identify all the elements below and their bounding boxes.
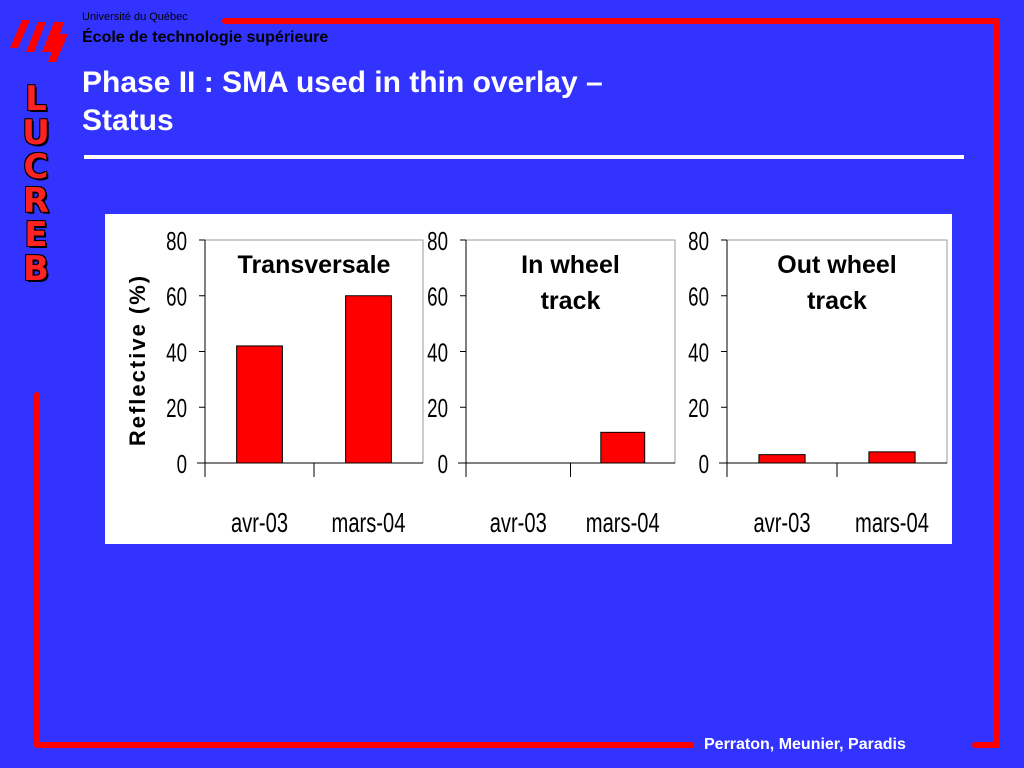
bar (345, 295, 392, 464)
frame-left-border (34, 392, 40, 748)
slide-title-line-2: Status (82, 104, 174, 137)
lucreb-letter: L (25, 79, 47, 119)
chart-title: Transversale (238, 251, 391, 279)
bar-charts: 0 20 40 60 80 avr-03 mars-04 Transversale 0 20 40 6… (125, 226, 948, 539)
x-tick-label: avr-03 (753, 508, 810, 539)
frame-bottom-border (34, 742, 694, 748)
bar (758, 454, 806, 464)
y-tick-label: 0 (177, 449, 187, 479)
y-tick-label: 0 (699, 449, 709, 479)
y-tick-label: 60 (166, 282, 187, 312)
school-name: École de technologie supérieure (82, 29, 329, 46)
lucreb-vertical-label: L U C R E B (16, 82, 56, 286)
slide-title: Phase II : SMA used in thin overlay – St… (82, 64, 882, 140)
x-tick-label: mars-04 (586, 508, 660, 539)
slide-title-line-1: Phase II : SMA used in thin overlay – (82, 66, 603, 99)
ets-logo-icon (10, 20, 68, 62)
lucreb-letter: U (22, 113, 50, 153)
frame-right-border (993, 18, 1000, 746)
y-tick-label: 20 (427, 393, 448, 423)
lucreb-letter: B (23, 249, 49, 289)
chart-title: track (541, 287, 601, 315)
y-axis-label: Reflective (%) (125, 274, 150, 446)
x-tick-label: avr-03 (490, 508, 547, 539)
y-tick-label: 40 (427, 337, 448, 367)
lucreb-letter: C (23, 147, 49, 187)
x-tick-label: mars-04 (855, 508, 929, 539)
bar (868, 451, 916, 464)
y-tick-label: 60 (427, 282, 448, 312)
frame-top-border (222, 18, 1000, 24)
frame-bottom-right-border (972, 742, 1000, 748)
y-tick-label: 20 (688, 393, 709, 423)
chart-panel: 0 20 40 60 80 avr-03 mars-04 Transversale 0 20 40 6… (105, 214, 952, 544)
university-name: Université du Québec (82, 11, 188, 23)
chart-title: track (807, 287, 867, 315)
bar (236, 345, 283, 464)
y-tick-label: 80 (688, 226, 709, 256)
chart-title: Out wheel (777, 251, 896, 279)
chart-title: In wheel (521, 251, 620, 279)
x-tick-label: mars-04 (332, 508, 406, 539)
x-tick-label: avr-03 (231, 508, 288, 539)
lucreb-letter: E (24, 215, 48, 255)
y-tick-label: 40 (166, 337, 187, 367)
y-tick-label: 0 (438, 449, 448, 479)
title-underline (84, 155, 964, 159)
y-tick-label: 20 (166, 393, 187, 423)
lucreb-letter: R (22, 181, 50, 221)
y-tick-label: 40 (688, 337, 709, 367)
y-tick-label: 80 (427, 226, 448, 256)
footer-authors: Perraton, Meunier, Paradis (704, 736, 906, 753)
y-tick-label: 60 (688, 282, 709, 312)
bar (600, 431, 646, 464)
y-tick-label: 80 (166, 226, 187, 256)
